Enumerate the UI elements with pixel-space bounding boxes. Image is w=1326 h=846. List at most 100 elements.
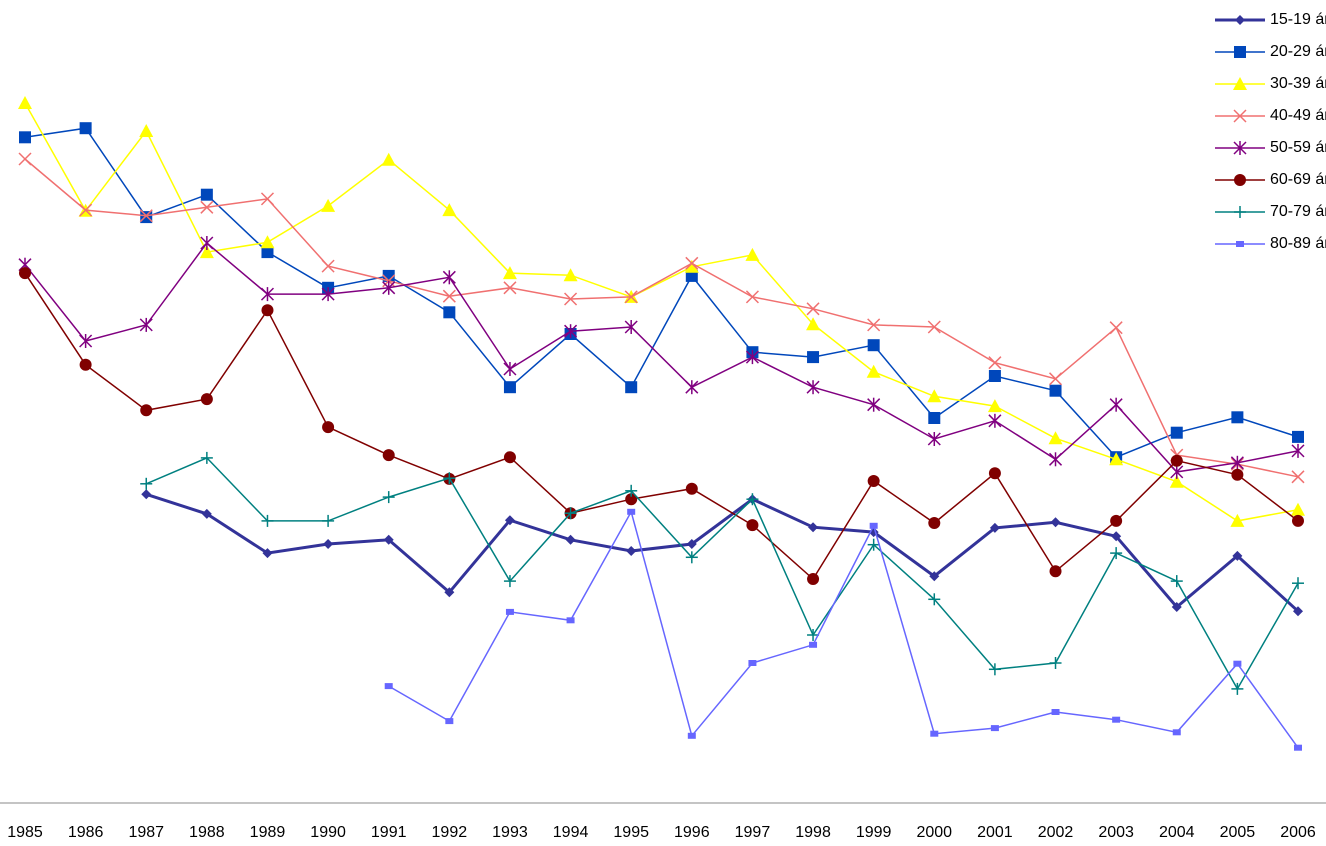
x-tick-label: 1999	[856, 824, 892, 841]
marker	[685, 256, 699, 270]
marker	[384, 683, 393, 690]
marker-stroke	[745, 290, 759, 304]
marker	[1049, 657, 1062, 669]
marker-shape	[989, 522, 1000, 533]
marker	[685, 269, 698, 282]
marker	[988, 467, 1001, 480]
marker	[140, 404, 153, 417]
marker	[625, 381, 638, 394]
marker-shape	[684, 259, 699, 273]
marker-stroke	[988, 356, 1002, 370]
marker-stroke	[927, 320, 941, 334]
marker	[140, 211, 153, 224]
marker	[625, 493, 638, 506]
marker	[988, 663, 1001, 676]
legend-item: 20-29 ára	[1215, 43, 1326, 60]
marker	[1292, 430, 1304, 443]
legend-label: 40-49 ára	[1270, 107, 1326, 124]
marker	[442, 270, 456, 285]
marker	[1051, 709, 1060, 715]
marker-shape	[565, 534, 576, 545]
marker	[139, 124, 154, 137]
legend-item: 15-19 ára	[1215, 11, 1326, 28]
marker-stroke	[139, 209, 153, 223]
series-line	[145, 492, 1300, 613]
marker	[261, 514, 274, 527]
x-tick-label: 1987	[128, 824, 164, 841]
marker-shape	[505, 608, 514, 615]
marker	[746, 519, 759, 532]
marker	[990, 725, 999, 732]
x-tick-label: 2006	[1280, 824, 1316, 841]
marker	[1048, 431, 1063, 445]
marker	[624, 320, 638, 334]
marker	[1230, 513, 1245, 527]
x-tick-label: 1988	[189, 824, 225, 841]
marker	[1049, 565, 1062, 578]
marker-shape	[443, 306, 456, 319]
marker-shape	[686, 539, 697, 549]
marker-shape	[1109, 452, 1124, 466]
marker	[748, 660, 757, 666]
marker	[1170, 454, 1183, 467]
marker	[1234, 46, 1246, 58]
marker-shape	[1234, 174, 1246, 186]
legend-item: 40-49 ára	[1215, 107, 1326, 124]
marker	[1291, 470, 1305, 484]
x-tick-label: 1989	[250, 824, 286, 841]
marker	[321, 287, 335, 302]
marker-shape	[322, 421, 335, 434]
marker-shape	[200, 393, 213, 406]
marker-shape	[18, 96, 32, 109]
marker	[1294, 744, 1302, 751]
marker-shape	[261, 304, 274, 317]
marker	[745, 290, 759, 304]
marker-shape	[1292, 430, 1304, 443]
marker	[1111, 531, 1122, 542]
marker	[1109, 452, 1124, 466]
marker-shape	[79, 122, 92, 135]
marker	[1171, 602, 1182, 612]
marker	[79, 334, 93, 348]
marker	[807, 351, 820, 364]
marker	[1172, 729, 1181, 736]
marker-shape	[382, 449, 395, 462]
marker-shape	[685, 482, 698, 495]
marker	[1231, 682, 1244, 695]
marker-shape	[928, 517, 941, 529]
x-tick-label: 1986	[68, 824, 104, 841]
marker-shape	[988, 467, 1001, 480]
marker	[79, 203, 93, 217]
marker	[745, 350, 759, 365]
marker-shape	[445, 718, 454, 725]
marker-shape	[1233, 660, 1242, 667]
marker-shape	[869, 522, 878, 529]
marker	[867, 397, 881, 412]
marker-shape	[1294, 744, 1302, 751]
legend-item: 80-89 ára	[1215, 235, 1326, 252]
marker-shape	[928, 412, 941, 424]
marker-shape	[19, 267, 31, 280]
legend-item: 70-79 ára	[1215, 203, 1326, 220]
marker	[627, 508, 636, 515]
marker	[1291, 443, 1305, 458]
marker	[928, 517, 941, 529]
marker-shape	[1292, 514, 1304, 527]
marker	[988, 370, 1001, 382]
marker-shape	[806, 317, 821, 331]
marker	[746, 493, 759, 506]
marker	[19, 267, 31, 280]
marker	[809, 641, 818, 648]
marker-shape	[748, 660, 757, 666]
series-line	[24, 127, 1299, 459]
marker	[262, 548, 273, 559]
marker	[260, 287, 275, 302]
marker	[321, 198, 336, 212]
marker	[323, 539, 334, 549]
marker	[1109, 397, 1123, 412]
marker	[867, 475, 880, 487]
marker	[444, 587, 455, 598]
marker-shape	[1293, 606, 1303, 617]
legend-item: 60-69 ára	[1215, 171, 1326, 188]
